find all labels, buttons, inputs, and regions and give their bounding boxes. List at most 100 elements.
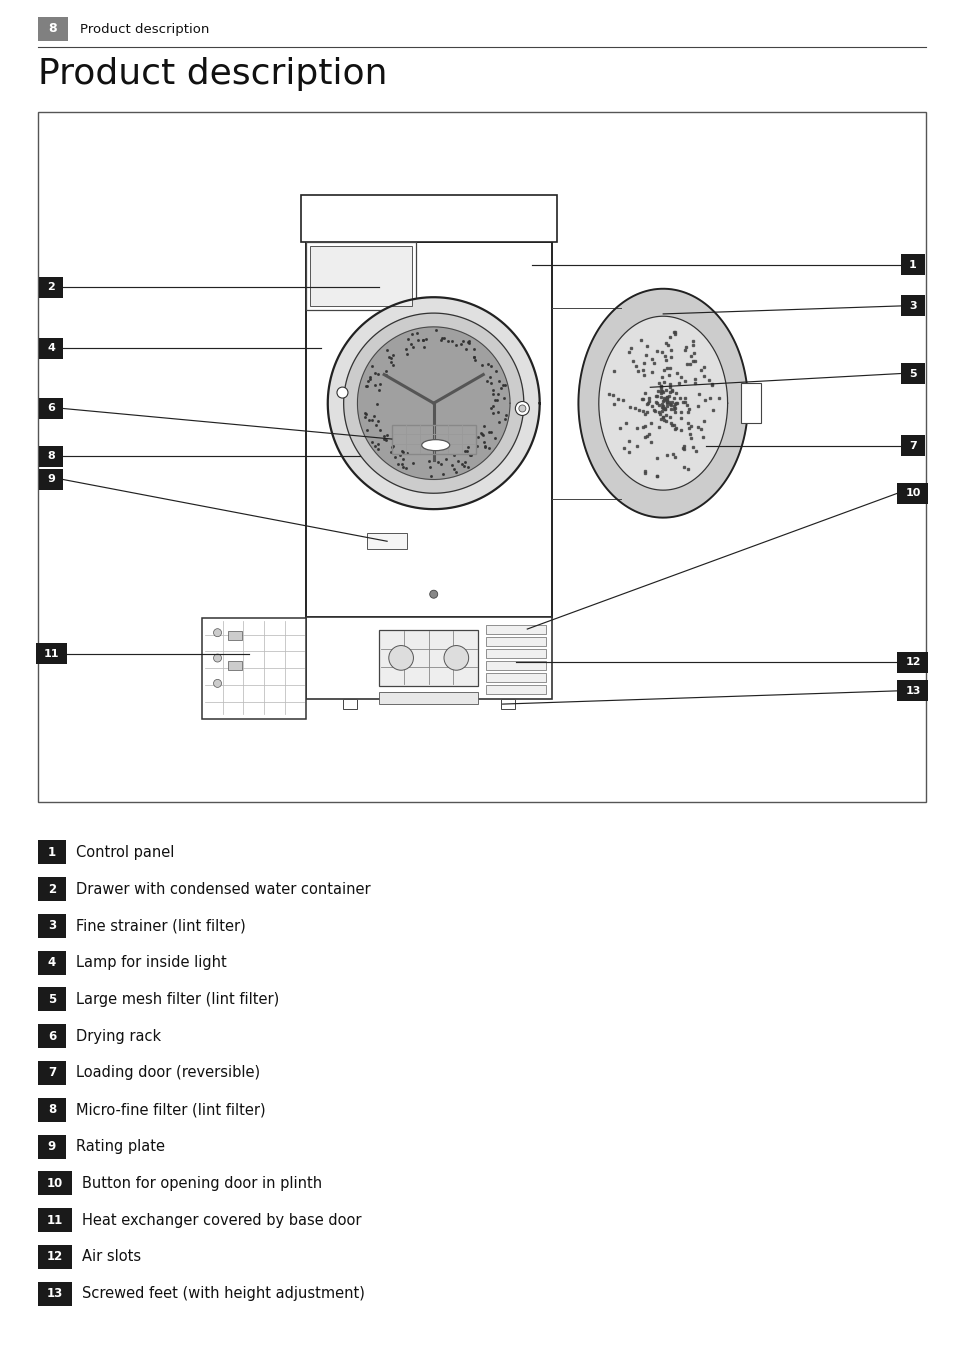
Text: 5: 5 <box>48 992 56 1006</box>
Bar <box>897 483 927 504</box>
Bar <box>300 195 557 242</box>
Bar <box>38 1061 66 1086</box>
Text: 10: 10 <box>904 488 920 499</box>
Bar <box>485 673 545 681</box>
Text: Button for opening door in plinth: Button for opening door in plinth <box>82 1176 322 1191</box>
Bar <box>35 644 67 664</box>
Bar <box>342 699 356 708</box>
Bar <box>900 362 924 384</box>
Circle shape <box>443 645 468 671</box>
Bar <box>39 397 63 419</box>
Bar <box>228 630 242 639</box>
Bar <box>897 680 927 702</box>
Bar <box>39 469 63 489</box>
Ellipse shape <box>421 439 449 450</box>
Text: 5: 5 <box>908 369 916 379</box>
Bar <box>39 277 63 297</box>
Text: 1: 1 <box>908 260 916 269</box>
Text: 11: 11 <box>47 1214 63 1226</box>
Text: Drawer with condensed water container: Drawer with condensed water container <box>76 882 370 896</box>
Text: Heat exchanger covered by base door: Heat exchanger covered by base door <box>82 1213 361 1228</box>
Bar <box>485 685 545 694</box>
Circle shape <box>429 591 437 598</box>
Text: 4: 4 <box>47 343 55 353</box>
Text: 12: 12 <box>904 657 920 667</box>
Text: Product description: Product description <box>80 23 209 35</box>
Bar <box>740 383 760 423</box>
Bar <box>900 295 924 316</box>
Text: 11: 11 <box>43 649 59 658</box>
Text: 6: 6 <box>47 403 55 414</box>
Text: Control panel: Control panel <box>76 845 174 860</box>
Bar <box>485 625 545 634</box>
Text: 8: 8 <box>47 452 55 461</box>
Text: 9: 9 <box>47 475 55 484</box>
Bar <box>38 18 68 41</box>
Text: 10: 10 <box>47 1176 63 1190</box>
Text: 4: 4 <box>48 956 56 969</box>
Text: 2: 2 <box>47 283 55 292</box>
Text: Screwed feet (with height adjustment): Screwed feet (with height adjustment) <box>82 1286 364 1301</box>
Bar <box>38 1025 66 1048</box>
Bar <box>228 661 242 671</box>
Text: Lamp for inside light: Lamp for inside light <box>76 956 227 971</box>
Bar <box>485 649 545 658</box>
Bar <box>39 338 63 358</box>
Bar <box>900 254 924 274</box>
Bar <box>305 617 552 699</box>
Bar <box>500 699 514 708</box>
Polygon shape <box>343 314 523 493</box>
Bar <box>485 661 545 671</box>
Bar <box>367 533 407 549</box>
Bar <box>38 877 66 902</box>
Text: 1: 1 <box>48 846 56 859</box>
Text: Air slots: Air slots <box>82 1249 141 1264</box>
Bar <box>39 446 63 466</box>
Polygon shape <box>578 289 747 518</box>
Bar <box>379 691 477 704</box>
Bar <box>38 1134 66 1159</box>
Text: 13: 13 <box>904 685 920 696</box>
Text: Rating plate: Rating plate <box>76 1138 165 1155</box>
Bar <box>202 618 305 719</box>
Text: 2: 2 <box>48 883 56 895</box>
Bar <box>379 630 477 685</box>
Circle shape <box>213 654 221 662</box>
Text: 3: 3 <box>48 919 56 933</box>
Text: 13: 13 <box>47 1287 63 1301</box>
Text: Drying rack: Drying rack <box>76 1029 161 1044</box>
Bar <box>38 1171 71 1195</box>
Bar <box>309 246 412 306</box>
Text: Product description: Product description <box>38 57 387 91</box>
Text: Micro-fine filter (lint filter): Micro-fine filter (lint filter) <box>76 1102 265 1117</box>
Bar <box>38 1245 71 1268</box>
Bar <box>38 112 925 802</box>
Polygon shape <box>598 316 727 491</box>
Text: 7: 7 <box>48 1067 56 1079</box>
Text: 7: 7 <box>908 441 916 450</box>
Circle shape <box>515 402 529 415</box>
Bar <box>38 841 66 864</box>
Bar <box>38 1282 71 1306</box>
Bar <box>485 637 545 646</box>
Bar <box>38 914 66 938</box>
Bar <box>305 242 552 617</box>
Circle shape <box>213 680 221 687</box>
Circle shape <box>518 406 525 412</box>
Bar <box>38 950 66 975</box>
Text: 8: 8 <box>49 23 57 35</box>
Text: 6: 6 <box>48 1030 56 1042</box>
Bar <box>38 987 66 1011</box>
Text: 8: 8 <box>48 1103 56 1117</box>
Bar <box>38 1209 71 1232</box>
Text: Fine strainer (lint filter): Fine strainer (lint filter) <box>76 918 246 933</box>
Bar <box>897 652 927 672</box>
Circle shape <box>336 387 348 397</box>
Text: 3: 3 <box>908 301 916 311</box>
Text: Loading door (reversible): Loading door (reversible) <box>76 1065 260 1080</box>
Bar <box>38 1098 66 1122</box>
Bar <box>392 425 476 453</box>
Circle shape <box>389 645 413 671</box>
Text: 9: 9 <box>48 1140 56 1153</box>
Polygon shape <box>328 297 539 510</box>
